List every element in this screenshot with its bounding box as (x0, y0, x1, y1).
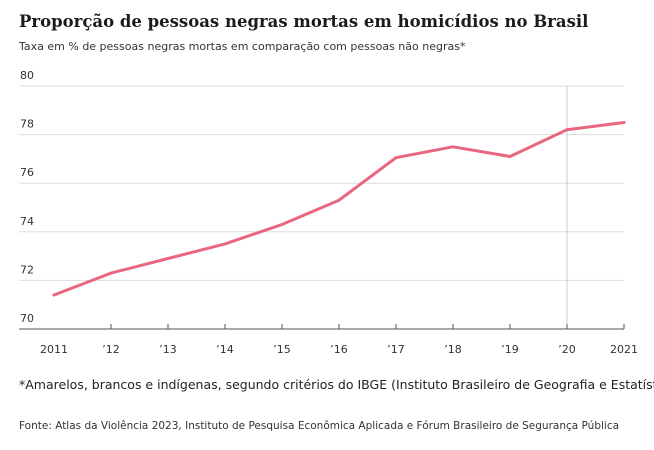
data-point (52, 293, 56, 297)
series-line (52, 121, 626, 297)
x-tick-labels: 2011 ’12 ’13 ’14 ’15 ’16 ’17 ’18 ’19 ’20 2021 (40, 343, 638, 356)
series-layer (52, 120, 626, 297)
x-tick-label: ’13 (159, 343, 177, 356)
grid-lines (19, 85, 624, 281)
x-axis (19, 324, 625, 330)
data-point (394, 156, 398, 160)
y-tick-label: 70 (20, 312, 34, 325)
y-tick-labels: 70 72 74 76 78 80 (20, 69, 34, 325)
data-point (109, 271, 113, 275)
data-point (166, 257, 170, 261)
x-tick-label: ’20 (558, 343, 576, 356)
source-credit: Fonte: Atlas da Violência 2023, Institut… (19, 420, 620, 432)
y-tick-label: 80 (20, 69, 34, 82)
x-tick-label: ’16 (330, 343, 348, 356)
data-point (451, 145, 455, 149)
data-point (280, 223, 284, 227)
data-point (508, 154, 512, 158)
data-point (337, 198, 341, 202)
y-tick-label: 72 (20, 263, 34, 276)
data-point (622, 120, 626, 124)
y-tick-label: 76 (20, 166, 34, 179)
x-tick-label: ’18 (444, 343, 462, 356)
x-tick-label: ’14 (216, 343, 234, 356)
x-tick-label: ’15 (273, 343, 291, 356)
x-tick-label: 2021 (610, 343, 638, 356)
data-point (565, 128, 569, 132)
chart-subtitle: Taxa em % de pessoas negras mortas em co… (19, 40, 466, 53)
y-tick-label: 78 (20, 118, 34, 131)
chart-title: Proporção de pessoas negras mortas em ho… (19, 12, 589, 31)
x-tick-label: ’12 (102, 343, 120, 356)
x-tick-label: 2011 (40, 343, 68, 356)
x-tick-label: ’17 (387, 343, 405, 356)
data-point (223, 242, 227, 246)
line-chart: 70 72 74 76 78 80 2011 ’12 ’13 ’14 ’15 ’16 ’17 ’18 ’1… (19, 69, 638, 356)
footnote: *Amarelos, brancos e indígenas, segundo … (19, 377, 654, 392)
y-tick-label: 74 (20, 215, 34, 228)
x-tick-label: ’19 (501, 343, 519, 356)
